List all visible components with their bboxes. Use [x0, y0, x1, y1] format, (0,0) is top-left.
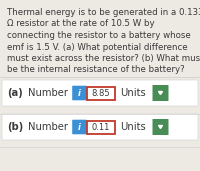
FancyBboxPatch shape [2, 114, 198, 140]
Polygon shape [158, 126, 162, 128]
Text: 8.85: 8.85 [92, 89, 110, 97]
Text: (a): (a) [7, 88, 23, 98]
Text: Units: Units [120, 122, 146, 132]
Text: Units: Units [120, 88, 146, 98]
Text: be the internal resistance of the battery?: be the internal resistance of the batter… [7, 65, 185, 75]
Text: emf is 1.5 V. (a) What potential difference: emf is 1.5 V. (a) What potential differe… [7, 43, 188, 51]
Bar [87, 121, 115, 134]
Text: Number: Number [28, 122, 68, 132]
FancyBboxPatch shape [153, 85, 168, 101]
FancyBboxPatch shape [72, 120, 87, 134]
Polygon shape [158, 91, 162, 95]
FancyBboxPatch shape [153, 119, 168, 135]
Text: Number: Number [28, 88, 68, 98]
FancyBboxPatch shape [72, 86, 87, 100]
Text: 0.11: 0.11 [92, 122, 110, 131]
Text: i: i [78, 122, 81, 131]
Text: must exist across the resistor? (b) What must: must exist across the resistor? (b) What… [7, 54, 200, 63]
Text: (b): (b) [7, 122, 23, 132]
Text: Thermal energy is to be generated in a 0.133: Thermal energy is to be generated in a 0… [7, 8, 200, 17]
Text: i: i [78, 89, 81, 97]
Bar [87, 87, 115, 100]
Text: connecting the resistor to a battery whose: connecting the resistor to a battery who… [7, 31, 191, 40]
Text: Ω resistor at the rate of 10.5 W by: Ω resistor at the rate of 10.5 W by [7, 19, 155, 29]
FancyBboxPatch shape [2, 80, 198, 106]
